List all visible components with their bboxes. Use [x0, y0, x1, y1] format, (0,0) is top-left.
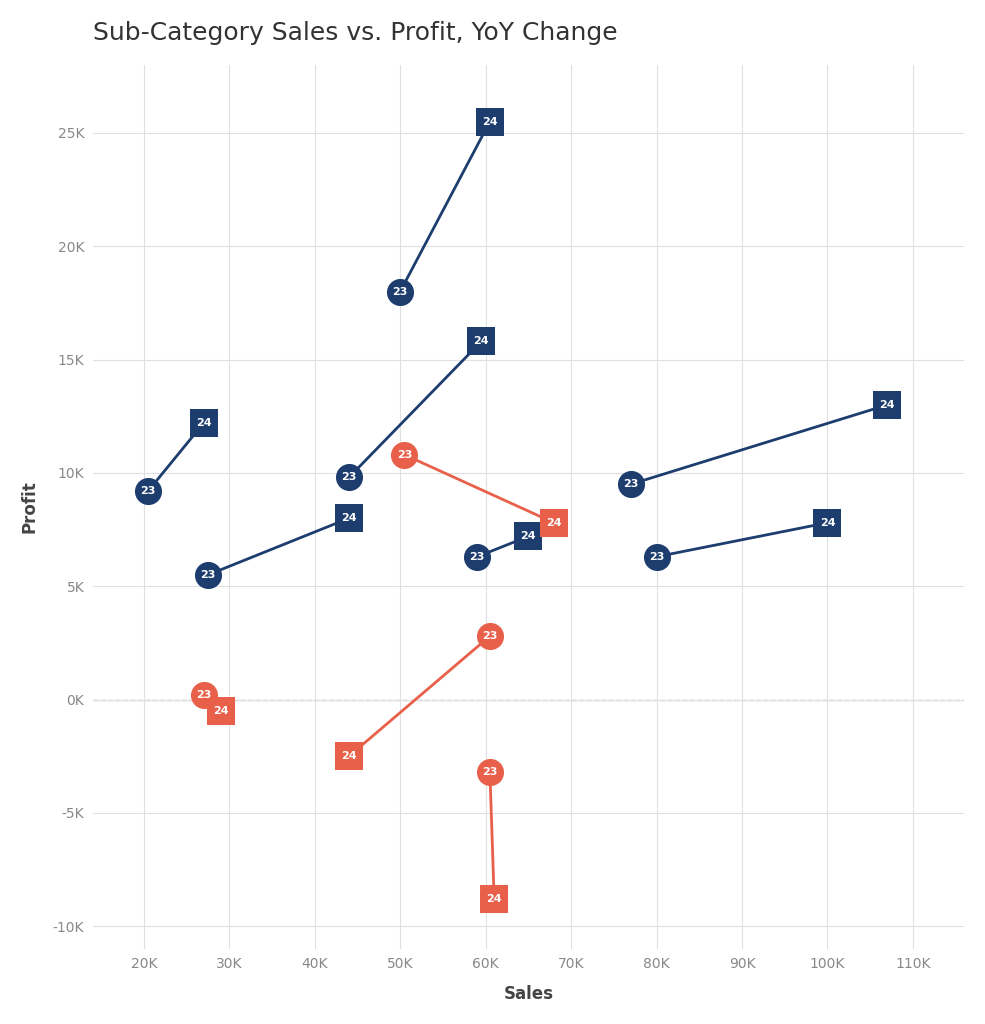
- Point: [474, 333, 490, 349]
- Point: [624, 476, 639, 493]
- Point: [140, 483, 156, 500]
- Text: 24: 24: [341, 513, 357, 523]
- Text: 24: 24: [547, 518, 561, 527]
- Text: 23: 23: [397, 450, 412, 460]
- Text: 24: 24: [196, 418, 212, 428]
- Point: [649, 549, 665, 565]
- Point: [546, 515, 561, 531]
- Point: [487, 891, 502, 907]
- Text: 23: 23: [141, 486, 156, 496]
- Text: 23: 23: [392, 287, 408, 297]
- Point: [341, 469, 357, 485]
- Point: [820, 515, 835, 531]
- Text: 23: 23: [483, 631, 497, 641]
- Y-axis label: Profit: Profit: [21, 480, 38, 534]
- Text: 23: 23: [196, 690, 212, 700]
- Point: [341, 749, 357, 765]
- Text: 24: 24: [341, 752, 357, 761]
- Text: 24: 24: [474, 337, 490, 346]
- Text: 23: 23: [200, 570, 216, 580]
- Point: [397, 446, 413, 463]
- Text: 23: 23: [483, 767, 497, 777]
- Point: [213, 702, 229, 719]
- Point: [341, 510, 357, 526]
- Text: 23: 23: [470, 552, 485, 562]
- Text: 23: 23: [649, 552, 664, 562]
- Point: [880, 396, 895, 413]
- Point: [196, 687, 212, 703]
- Point: [482, 114, 497, 130]
- Point: [200, 566, 216, 583]
- Point: [482, 764, 497, 780]
- Text: 24: 24: [520, 531, 536, 542]
- Text: Sub-Category Sales vs. Profit, YoY Change: Sub-Category Sales vs. Profit, YoY Chang…: [93, 20, 618, 45]
- Text: 23: 23: [341, 472, 357, 482]
- Text: 24: 24: [487, 894, 502, 904]
- Text: 24: 24: [820, 518, 835, 527]
- Text: 24: 24: [213, 706, 229, 716]
- Point: [482, 628, 497, 644]
- Text: 24: 24: [880, 400, 895, 410]
- Text: 23: 23: [624, 479, 638, 489]
- Point: [196, 415, 212, 431]
- Point: [392, 284, 408, 300]
- X-axis label: Sales: Sales: [503, 985, 554, 1004]
- Text: 24: 24: [482, 117, 497, 127]
- Point: [469, 549, 485, 565]
- Point: [520, 528, 536, 545]
